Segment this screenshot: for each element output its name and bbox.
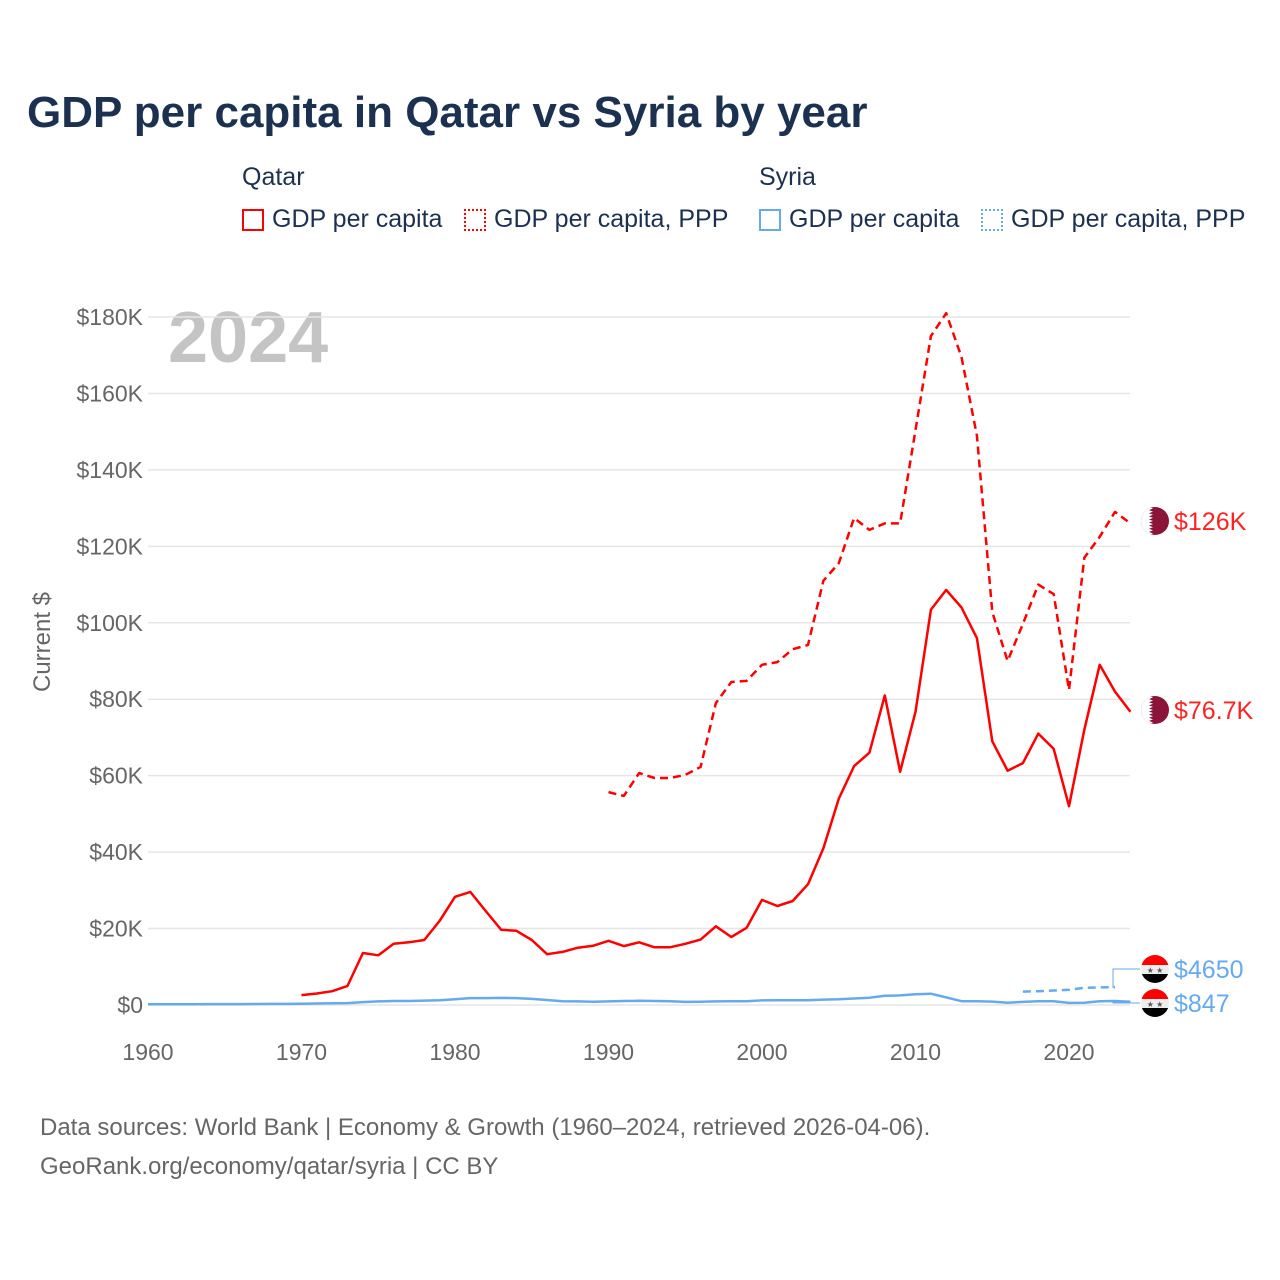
legend-group-qatar: Qatar [242, 163, 305, 191]
y-tick-label: $20K [89, 916, 143, 942]
y-tick-label: $80K [89, 686, 143, 712]
legend-label: GDP per capita [789, 205, 960, 233]
y-tick-label: $120K [76, 533, 143, 559]
end-value-label: $76.7K [1174, 697, 1254, 725]
legend-label: GDP per capita [272, 205, 443, 233]
end-value-label: $847 [1174, 990, 1230, 1018]
svg-text:★ ★: ★ ★ [1147, 966, 1164, 975]
legend-swatch-dotted-red [464, 208, 486, 231]
series-line-qatar-ppp [608, 311, 1132, 798]
x-tick-label: 1970 [276, 1039, 327, 1065]
footer-sources: Data sources: World Bank | Economy & Gro… [40, 1114, 931, 1141]
footer-link[interactable]: GeoRank.org/economy/qatar/syria | CC BY [40, 1153, 499, 1180]
y-tick-label: $160K [76, 380, 143, 406]
syria-flag-icon: ★ ★ [1141, 955, 1169, 983]
svg-text:★ ★: ★ ★ [1147, 1000, 1164, 1009]
legend-swatch-solid-red [242, 208, 264, 231]
legend-swatch-dotted-blue [981, 208, 1003, 231]
legend-label: GDP per capita, PPP [1011, 205, 1246, 233]
series-line-syria-ppp [1022, 985, 1116, 993]
end-value-label: $126K [1174, 508, 1247, 536]
label-connector [1112, 1001, 1140, 1004]
x-tick-label: 2000 [736, 1039, 787, 1065]
legend-qatar-gdp[interactable]: GDP per capita [242, 205, 442, 234]
legend-qatar-ppp[interactable]: GDP per capita, PPP [464, 205, 728, 234]
x-tick-label: 2010 [890, 1039, 941, 1065]
y-tick-label: $140K [76, 457, 143, 483]
x-tick-label: 1980 [429, 1039, 480, 1065]
label-connector [1112, 968, 1140, 988]
qatar-flag-icon [1141, 696, 1169, 724]
series-line-qatar-gdp [301, 588, 1132, 997]
legend-syria-ppp[interactable]: GDP per capita, PPP [981, 205, 1245, 234]
qatar-flag-icon [1141, 507, 1169, 535]
footer: Data sources: World Bank | Economy & Gro… [40, 1108, 930, 1186]
y-tick-label: $100K [76, 610, 143, 636]
y-axis-label: Current $ [29, 592, 56, 692]
y-tick-label: $40K [89, 839, 143, 865]
legend-swatch-solid-blue [759, 208, 781, 231]
legend-group-syria: Syria [759, 163, 816, 191]
x-tick-label: 2020 [1043, 1039, 1094, 1065]
y-tick-label: $180K [76, 304, 143, 330]
x-tick-label: 1990 [583, 1039, 634, 1065]
legend-label: GDP per capita, PPP [494, 205, 729, 233]
year-watermark: 2024 [168, 298, 328, 378]
end-value-label: $4650 [1174, 956, 1244, 984]
series-line-syria-gdp [147, 992, 1131, 1006]
chart-title: GDP per capita in Qatar vs Syria by year [27, 88, 868, 137]
y-tick-label: $0 [117, 992, 143, 1018]
x-tick-label: 1960 [122, 1039, 173, 1065]
y-tick-label: $60K [89, 763, 143, 789]
syria-flag-icon: ★ ★ [1141, 989, 1169, 1017]
legend-syria-gdp[interactable]: GDP per capita [759, 205, 959, 234]
